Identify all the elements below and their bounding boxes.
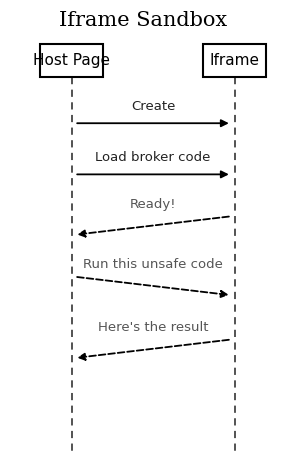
Text: Ready!: Ready! — [130, 198, 176, 211]
Text: Load broker code: Load broker code — [95, 151, 211, 164]
Text: Iframe Sandbox: Iframe Sandbox — [59, 12, 227, 30]
Bar — [203, 44, 266, 77]
Bar — [40, 44, 103, 77]
Text: Create: Create — [131, 100, 175, 113]
Text: Host Page: Host Page — [33, 53, 110, 68]
Text: Here's the result: Here's the result — [98, 321, 208, 334]
Text: Run this unsafe code: Run this unsafe code — [83, 258, 223, 271]
Text: Iframe: Iframe — [210, 53, 259, 68]
